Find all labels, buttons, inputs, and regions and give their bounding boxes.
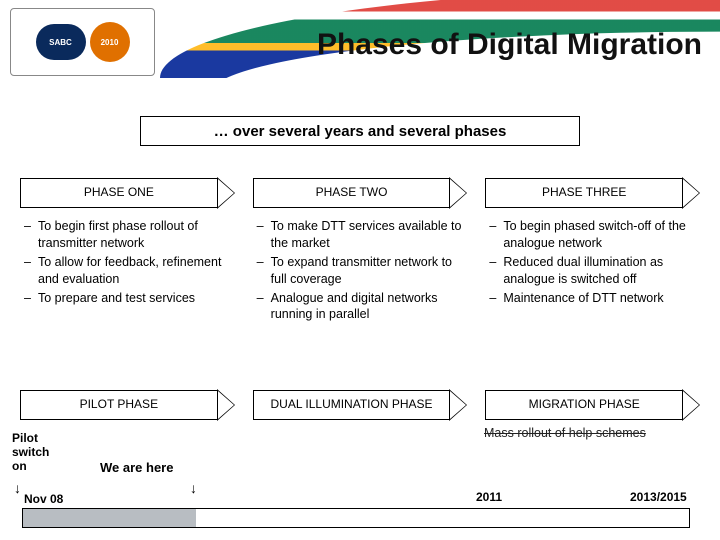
nov08-label: Nov 08 (24, 492, 63, 506)
chevron-right-icon (682, 177, 700, 209)
list-item: To prepare and test services (20, 290, 235, 307)
phase-three-bullets: To begin phased switch-off of the analog… (485, 218, 700, 325)
phase-three-footer-arrow: MIGRATION PHASE (485, 390, 700, 420)
chevron-right-icon (449, 177, 467, 209)
phase-two-footer-label: DUAL ILLUMINATION PHASE (253, 390, 450, 420)
logo-panel: SABC 2010 (10, 8, 155, 76)
phase-three-header-label: PHASE THREE (485, 178, 682, 208)
arrow-down-icon: ↓ (190, 480, 197, 496)
phase-one-bullets: To begin first phase rollout of transmit… (20, 218, 235, 325)
phase-two-header-label: PHASE TWO (253, 178, 450, 208)
chevron-right-icon (682, 389, 700, 421)
list-item: To begin phased switch-off of the analog… (485, 218, 700, 252)
timeline-fill (23, 509, 196, 527)
list-item: To expand transmitter network to full co… (253, 254, 468, 288)
list-item: To begin first phase rollout of transmit… (20, 218, 235, 252)
truncated-text: Mass rollout of help schemes (484, 425, 646, 442)
arrow-down-icon: ↓ (14, 480, 21, 496)
fifa-2010-logo: 2010 (90, 22, 130, 62)
year-2011-label: 2011 (476, 490, 502, 504)
list-item: Maintenance of DTT network (485, 290, 700, 307)
phase-one-header-arrow: PHASE ONE (20, 178, 235, 208)
bullets-row: To begin first phase rollout of transmit… (20, 218, 700, 325)
phase-header-row: PHASE ONE PHASE TWO PHASE THREE (20, 178, 700, 208)
chevron-right-icon (217, 177, 235, 209)
pilot-switch-on-label: Pilot switch on (12, 432, 62, 473)
phase-footer-row: PILOT PHASE DUAL ILLUMINATION PHASE MIGR… (20, 390, 700, 420)
phase-one-header-label: PHASE ONE (20, 178, 217, 208)
list-item: To allow for feedback, refinement and ev… (20, 254, 235, 288)
list-item: Analogue and digital networks running in… (253, 290, 468, 324)
phase-two-bullets: To make DTT services available to the ma… (253, 218, 468, 325)
chevron-right-icon (217, 389, 235, 421)
phase-three-footer-label: MIGRATION PHASE (485, 390, 682, 420)
list-item: Reduced dual illumination as analogue is… (485, 254, 700, 288)
phase-one-footer-arrow: PILOT PHASE (20, 390, 235, 420)
phase-one-footer-label: PILOT PHASE (20, 390, 217, 420)
header: SABC 2010 Phases of Digital Migration (0, 0, 720, 90)
phase-three-header-arrow: PHASE THREE (485, 178, 700, 208)
list-item: To make DTT services available to the ma… (253, 218, 468, 252)
phase-two-header-arrow: PHASE TWO (253, 178, 468, 208)
we-are-here-label: We are here (100, 460, 173, 475)
subtitle-banner: … over several years and several phases (140, 116, 580, 146)
chevron-right-icon (449, 389, 467, 421)
sabc-logo: SABC (36, 24, 86, 60)
phase-two-footer-arrow: DUAL ILLUMINATION PHASE (253, 390, 468, 420)
timeline-bar (22, 508, 690, 528)
year-2013-2015-label: 2013/2015 (630, 490, 687, 504)
page-title: Phases of Digital Migration (317, 28, 702, 62)
